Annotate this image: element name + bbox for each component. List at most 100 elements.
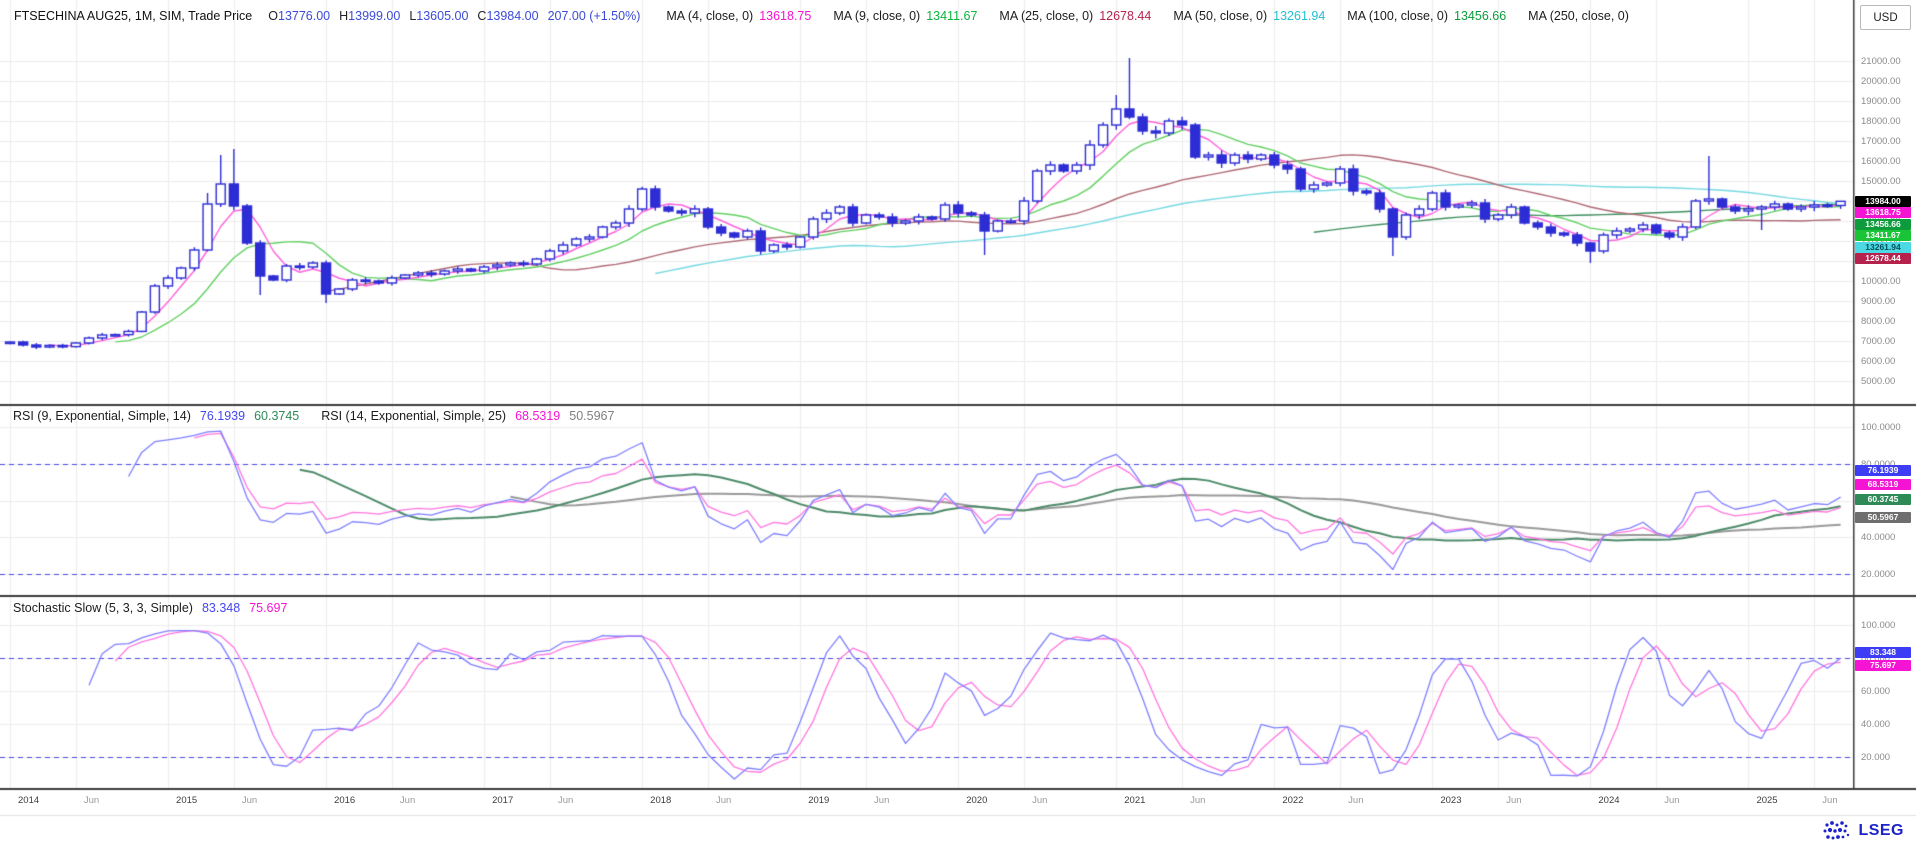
x-axis-label-month: Jun xyxy=(241,795,258,806)
x-axis-label-month: Jun xyxy=(399,795,416,806)
x-axis-label-month: Jun xyxy=(1348,795,1364,806)
price-axis-tick: 9000.00 xyxy=(1861,296,1896,307)
stoch-axis-tick: 20.000 xyxy=(1861,752,1891,763)
price-axis-tick: 15000.00 xyxy=(1861,176,1901,187)
price-badge: 13456.66 xyxy=(1855,218,1911,230)
rsi-pane-title[interactable]: RSI (9, Exponential, Simple, 14) 76.1939 6… xyxy=(13,409,623,423)
x-axis-label-month: Jun xyxy=(1190,795,1206,806)
instrument-title[interactable]: FTSECHINA AUG25, 1M, SIM, Trade Price xyxy=(14,9,253,23)
lseg-logo: LSEG xyxy=(1821,818,1904,844)
ma-legend: MA (4, close, 0) 13618.75 MA (9, close, 0)… xyxy=(666,9,1657,23)
x-axis-label-year: 2023 xyxy=(1440,795,1462,806)
price-axis-tick: 12000.00 xyxy=(1861,236,1901,247)
ma-legend-label: MA (9, close, 0) xyxy=(833,9,921,23)
rsi1-smooth-value: 60.3745 xyxy=(254,409,300,423)
rsi-axis-tick: 100.0000 xyxy=(1861,422,1901,433)
rsi-badge: 60.3745 xyxy=(1855,494,1911,506)
price-axis-tick: 8000.00 xyxy=(1861,316,1896,327)
price-axis-tick: 5000.00 xyxy=(1861,376,1896,387)
price-axis-tick: 20000.00 xyxy=(1861,76,1901,87)
x-axis-label-month: Jun xyxy=(874,795,890,806)
price-badge: 13261.94 xyxy=(1855,241,1911,253)
quote-change: 207.00 (+1.50%) xyxy=(547,9,641,23)
chart-legend-header[interactable]: FTSECHINA AUG25, 1M, SIM, Trade Price O1… xyxy=(0,0,1864,32)
x-axis-label-year: 2025 xyxy=(1756,795,1778,806)
x-axis-label-month: Jun xyxy=(557,795,574,806)
price-axis-tick: 17000.00 xyxy=(1861,136,1901,147)
rsi1-value: 76.1939 xyxy=(199,409,246,423)
x-axis-label-year: 2024 xyxy=(1598,795,1620,806)
rsi-axis-tick: 80.0000 xyxy=(1861,459,1895,470)
stoch-label: Stochastic Slow (5, 3, 3, Simple) xyxy=(13,601,193,615)
quote-high: H13999.00 xyxy=(339,9,401,23)
x-axis-label-year: 2015 xyxy=(176,795,198,806)
x-axis-label-year: 2022 xyxy=(1282,795,1304,806)
ma-legend-entry[interactable]: MA (250, close, 0) xyxy=(1528,9,1635,23)
quote-open: O13776.00 xyxy=(268,9,331,23)
stoch-axis-tick: 80.000 xyxy=(1861,653,1891,664)
ma-legend-entry[interactable]: MA (100, close, 0) 13456.66 xyxy=(1347,9,1506,23)
price-axis-tick: 16000.00 xyxy=(1861,156,1901,167)
stoch-axis-tick: 40.000 xyxy=(1861,719,1891,730)
ma-legend-label: MA (4, close, 0) xyxy=(666,9,754,23)
ma-legend-value: 12678.44 xyxy=(1099,9,1152,23)
ma-legend-label: MA (250, close, 0) xyxy=(1528,9,1629,23)
rsi2-smooth-value: 50.5967 xyxy=(569,409,615,423)
ma-legend-label: MA (25, close, 0) xyxy=(999,9,1094,23)
x-axis-label-year: 2018 xyxy=(650,795,672,806)
price-axis-tick: 10000.00 xyxy=(1861,276,1901,287)
price-badge: 13411.67 xyxy=(1855,230,1911,242)
rsi1-label: RSI (9, Exponential, Simple, 14) xyxy=(13,409,191,423)
quote-low: L13605.00 xyxy=(409,9,469,23)
price-axis-tick: 7000.00 xyxy=(1861,336,1896,347)
x-axis-label-year: 2020 xyxy=(966,795,988,806)
ma-legend-value: 13411.67 xyxy=(926,9,978,23)
ma-legend-label: MA (100, close, 0) xyxy=(1347,9,1449,23)
ma-legend-value: 13456.66 xyxy=(1454,9,1507,23)
x-axis-label-year: 2019 xyxy=(808,795,830,806)
x-axis-label-month: Jun xyxy=(716,795,732,806)
price-axis-tick: 18000.00 xyxy=(1861,116,1901,127)
x-axis-label-month: Jun xyxy=(1032,795,1048,806)
rsi-axis-tick: 40.0000 xyxy=(1861,532,1896,544)
x-axis-label-year: 2017 xyxy=(492,795,514,806)
stoch-axis-tick: 100.000 xyxy=(1861,620,1896,631)
rsi2-value: 68.5319 xyxy=(515,409,561,423)
price-badge: 13984.00 xyxy=(1855,195,1911,207)
rsi2-label: RSI (14, Exponential, Simple, 25) xyxy=(321,409,507,423)
lseg-logo-text: LSEG xyxy=(1858,822,1904,839)
price-badge: 13618.75 xyxy=(1855,207,1911,219)
rsi-badge: 50.5967 xyxy=(1855,512,1911,524)
price-badge: 12678.44 xyxy=(1855,253,1911,265)
ma-legend-entry[interactable]: MA (9, close, 0) 13411.67 xyxy=(833,9,977,23)
x-axis-label-year: 2014 xyxy=(18,795,40,806)
rsi-badge: 76.1939 xyxy=(1855,465,1911,477)
ma-legend-entry[interactable]: MA (50, close, 0) 13261.94 xyxy=(1173,9,1325,23)
currency-selector[interactable]: USD xyxy=(1860,5,1911,30)
stoch-badge: 75.697 xyxy=(1855,659,1911,671)
stochastic-pane-title[interactable]: Stochastic Slow (5, 3, 3, Simple) 83.348 7… xyxy=(13,601,296,615)
stoch-k-value: 83.348 xyxy=(201,601,241,615)
x-axis-label-month: Jun xyxy=(1664,795,1680,806)
ma-legend-entry[interactable]: MA (25, close, 0) 12678.44 xyxy=(999,9,1151,23)
x-axis-label-year: 2021 xyxy=(1124,795,1146,806)
ma-legend-value: 13261.94 xyxy=(1273,9,1326,23)
quote-close: C13984.00 xyxy=(477,9,539,23)
price-axis-tick: 19000.00 xyxy=(1861,96,1901,107)
ma-legend-value: 13618.75 xyxy=(759,9,812,23)
ma-legend-label: MA (50, close, 0) xyxy=(1173,9,1268,23)
x-axis-label-month: Jun xyxy=(1506,795,1522,806)
price-axis-tick: 6000.00 xyxy=(1861,356,1896,367)
lseg-logo-glyph xyxy=(1823,821,1850,840)
stoch-d-value: 75.697 xyxy=(249,601,288,615)
price-axis-tick: 21000.00 xyxy=(1861,56,1901,67)
ma-legend-entry[interactable]: MA (4, close, 0) 13618.75 xyxy=(666,9,811,23)
rsi-axis-tick: 20.0000 xyxy=(1861,569,1896,580)
stoch-axis-tick: 60.000 xyxy=(1861,686,1891,697)
x-axis-label-year: 2016 xyxy=(334,795,356,806)
x-axis-label-month: Jun xyxy=(1822,795,1838,806)
x-axis-label-month: Jun xyxy=(83,795,100,806)
